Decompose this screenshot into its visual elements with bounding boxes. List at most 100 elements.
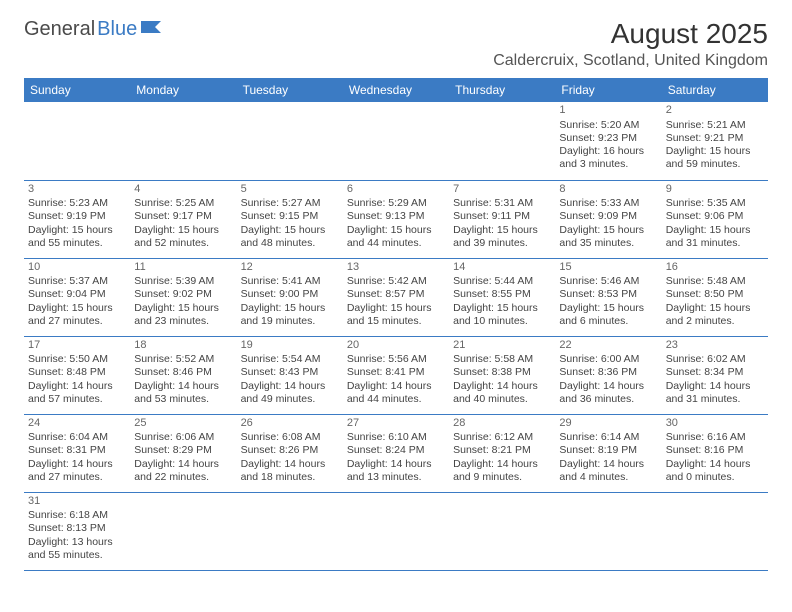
day-number: 27	[347, 417, 445, 431]
daylight-text: and 2 minutes.	[666, 315, 764, 328]
calendar-day-cell: 2Sunrise: 5:21 AMSunset: 9:21 PMDaylight…	[662, 102, 768, 180]
daylight-text: and 55 minutes.	[28, 237, 126, 250]
weekday-header: Wednesday	[343, 78, 449, 102]
weekday-header: Monday	[130, 78, 236, 102]
weekday-header: Thursday	[449, 78, 555, 102]
daylight-text: and 48 minutes.	[241, 237, 339, 250]
calendar-empty-cell	[343, 492, 449, 570]
calendar-day-cell: 5Sunrise: 5:27 AMSunset: 9:15 PMDaylight…	[237, 180, 343, 258]
sunrise-text: Sunrise: 5:54 AM	[241, 353, 339, 366]
daylight-text: and 0 minutes.	[666, 471, 764, 484]
sunrise-text: Sunrise: 6:02 AM	[666, 353, 764, 366]
sunset-text: Sunset: 8:38 PM	[453, 366, 551, 379]
daylight-text: and 31 minutes.	[666, 237, 764, 250]
calendar-table: SundayMondayTuesdayWednesdayThursdayFrid…	[24, 78, 768, 571]
daylight-text: Daylight: 15 hours	[453, 224, 551, 237]
sunset-text: Sunset: 9:23 PM	[559, 132, 657, 145]
calendar-page: GeneralBlue August 2025 Caldercruix, Sco…	[0, 0, 792, 589]
day-number: 19	[241, 339, 339, 353]
daylight-text: Daylight: 13 hours	[28, 536, 126, 549]
daylight-text: and 27 minutes.	[28, 471, 126, 484]
daylight-text: Daylight: 15 hours	[347, 302, 445, 315]
sunrise-text: Sunrise: 6:10 AM	[347, 431, 445, 444]
daylight-text: and 39 minutes.	[453, 237, 551, 250]
sunrise-text: Sunrise: 5:20 AM	[559, 119, 657, 132]
sunrise-text: Sunrise: 5:42 AM	[347, 275, 445, 288]
daylight-text: and 23 minutes.	[134, 315, 232, 328]
sunset-text: Sunset: 8:13 PM	[28, 522, 126, 535]
daylight-text: Daylight: 15 hours	[559, 224, 657, 237]
day-number: 24	[28, 417, 126, 431]
daylight-text: Daylight: 14 hours	[28, 380, 126, 393]
day-number: 21	[453, 339, 551, 353]
day-number: 6	[347, 183, 445, 197]
day-number: 16	[666, 261, 764, 275]
sunset-text: Sunset: 9:09 PM	[559, 210, 657, 223]
sunset-text: Sunset: 8:21 PM	[453, 444, 551, 457]
sunrise-text: Sunrise: 5:39 AM	[134, 275, 232, 288]
sunset-text: Sunset: 8:29 PM	[134, 444, 232, 457]
daylight-text: Daylight: 14 hours	[241, 458, 339, 471]
sunset-text: Sunset: 9:13 PM	[347, 210, 445, 223]
calendar-week-row: 31Sunrise: 6:18 AMSunset: 8:13 PMDayligh…	[24, 492, 768, 570]
sunset-text: Sunset: 8:24 PM	[347, 444, 445, 457]
daylight-text: and 55 minutes.	[28, 549, 126, 562]
sunrise-text: Sunrise: 6:12 AM	[453, 431, 551, 444]
calendar-empty-cell	[130, 102, 236, 180]
daylight-text: Daylight: 14 hours	[347, 380, 445, 393]
sunset-text: Sunset: 8:36 PM	[559, 366, 657, 379]
day-number: 22	[559, 339, 657, 353]
sunset-text: Sunset: 8:34 PM	[666, 366, 764, 379]
sunrise-text: Sunrise: 6:14 AM	[559, 431, 657, 444]
day-number: 28	[453, 417, 551, 431]
calendar-day-cell: 28Sunrise: 6:12 AMSunset: 8:21 PMDayligh…	[449, 414, 555, 492]
logo: GeneralBlue	[24, 18, 163, 41]
daylight-text: Daylight: 15 hours	[559, 302, 657, 315]
logo-text-1: General	[24, 18, 95, 41]
calendar-week-row: 17Sunrise: 5:50 AMSunset: 8:48 PMDayligh…	[24, 336, 768, 414]
sunrise-text: Sunrise: 5:52 AM	[134, 353, 232, 366]
calendar-day-cell: 7Sunrise: 5:31 AMSunset: 9:11 PMDaylight…	[449, 180, 555, 258]
daylight-text: Daylight: 14 hours	[666, 458, 764, 471]
daylight-text: Daylight: 15 hours	[134, 302, 232, 315]
calendar-day-cell: 13Sunrise: 5:42 AMSunset: 8:57 PMDayligh…	[343, 258, 449, 336]
daylight-text: Daylight: 14 hours	[134, 380, 232, 393]
sunset-text: Sunset: 8:57 PM	[347, 288, 445, 301]
daylight-text: Daylight: 14 hours	[559, 458, 657, 471]
flag-icon	[141, 18, 163, 41]
sunrise-text: Sunrise: 5:25 AM	[134, 197, 232, 210]
day-number: 3	[28, 183, 126, 197]
day-number: 7	[453, 183, 551, 197]
day-number: 9	[666, 183, 764, 197]
calendar-empty-cell	[449, 102, 555, 180]
calendar-empty-cell	[555, 492, 661, 570]
daylight-text: Daylight: 15 hours	[134, 224, 232, 237]
sunrise-text: Sunrise: 6:08 AM	[241, 431, 339, 444]
title-block: August 2025 Caldercruix, Scotland, Unite…	[493, 18, 768, 70]
daylight-text: Daylight: 15 hours	[241, 302, 339, 315]
calendar-day-cell: 24Sunrise: 6:04 AMSunset: 8:31 PMDayligh…	[24, 414, 130, 492]
sunset-text: Sunset: 8:53 PM	[559, 288, 657, 301]
sunrise-text: Sunrise: 5:44 AM	[453, 275, 551, 288]
calendar-day-cell: 22Sunrise: 6:00 AMSunset: 8:36 PMDayligh…	[555, 336, 661, 414]
daylight-text: and 19 minutes.	[241, 315, 339, 328]
calendar-day-cell: 27Sunrise: 6:10 AMSunset: 8:24 PMDayligh…	[343, 414, 449, 492]
daylight-text: Daylight: 15 hours	[666, 224, 764, 237]
header: GeneralBlue August 2025 Caldercruix, Sco…	[24, 18, 768, 70]
daylight-text: Daylight: 15 hours	[666, 302, 764, 315]
weekday-header-row: SundayMondayTuesdayWednesdayThursdayFrid…	[24, 78, 768, 102]
daylight-text: and 31 minutes.	[666, 393, 764, 406]
sunset-text: Sunset: 9:15 PM	[241, 210, 339, 223]
calendar-empty-cell	[662, 492, 768, 570]
calendar-day-cell: 1Sunrise: 5:20 AMSunset: 9:23 PMDaylight…	[555, 102, 661, 180]
sunset-text: Sunset: 9:00 PM	[241, 288, 339, 301]
day-number: 17	[28, 339, 126, 353]
logo-text-2: Blue	[97, 18, 137, 41]
sunrise-text: Sunrise: 5:41 AM	[241, 275, 339, 288]
sunset-text: Sunset: 8:48 PM	[28, 366, 126, 379]
sunrise-text: Sunrise: 5:21 AM	[666, 119, 764, 132]
sunset-text: Sunset: 8:19 PM	[559, 444, 657, 457]
calendar-day-cell: 29Sunrise: 6:14 AMSunset: 8:19 PMDayligh…	[555, 414, 661, 492]
sunrise-text: Sunrise: 5:27 AM	[241, 197, 339, 210]
day-number: 30	[666, 417, 764, 431]
